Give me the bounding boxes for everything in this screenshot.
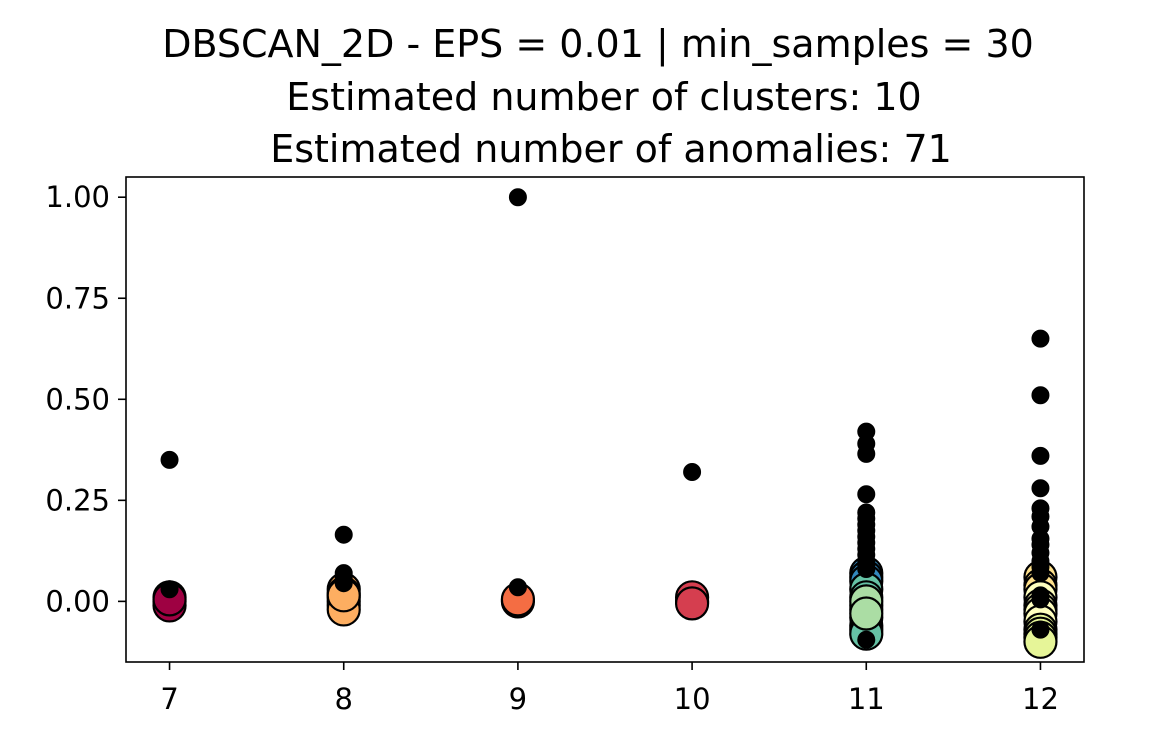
anomaly-point-8 [683,463,702,482]
x-tick-label-0: 7 [160,682,178,716]
anomaly-point-2 [334,525,353,544]
axes-frame [125,176,1085,663]
anomaly-point-28 [1031,479,1050,498]
y-tick-label-1: 0.25 [45,483,110,517]
cluster-3-point-2 [674,586,710,621]
anomaly-point-39 [1031,590,1050,609]
anomaly-point-11 [857,444,876,463]
cluster-6-point-1 [849,596,884,631]
x-tick-label-3: 10 [674,682,711,716]
anomaly-point-1 [160,580,179,599]
anomaly-point-0 [160,450,179,469]
anomaly-point-6 [508,188,527,207]
anomaly-point-23 [857,560,876,579]
anomaly-point-12 [857,485,876,504]
x-tick-label-1: 8 [335,682,353,716]
anomaly-point-40 [1031,620,1050,639]
anomaly-point-27 [1031,446,1050,465]
anomaly-point-37 [1031,564,1050,583]
y-tick-label-4: 1.00 [45,180,110,214]
anomaly-point-24 [857,630,876,649]
chart-title-line-2: Estimated number of clusters: 10 [286,75,921,119]
anomaly-point-26 [1031,386,1050,405]
anomaly-point-5 [334,574,353,593]
y-tick-label-3: 0.75 [45,281,110,315]
anomaly-point-25 [1031,329,1050,348]
y-tick-label-0: 0.00 [45,584,110,618]
y-tick-label-2: 0.50 [45,382,110,416]
chart-title-line-3: Estimated number of anomalies: 71 [270,127,952,171]
axes: 7 8 9 10 11 12 0.00 0.25 0.50 0.75 1.00 [45,180,1058,716]
anomaly-point-7 [508,578,527,597]
chart-title-line-1: DBSCAN_2D - EPS = 0.01 | min_samples = 3… [162,22,1034,67]
x-tick-label-5: 12 [1022,682,1059,716]
x-tick-label-2: 9 [509,682,527,716]
x-tick-label-4: 11 [848,682,885,716]
plot-area [152,188,1058,659]
